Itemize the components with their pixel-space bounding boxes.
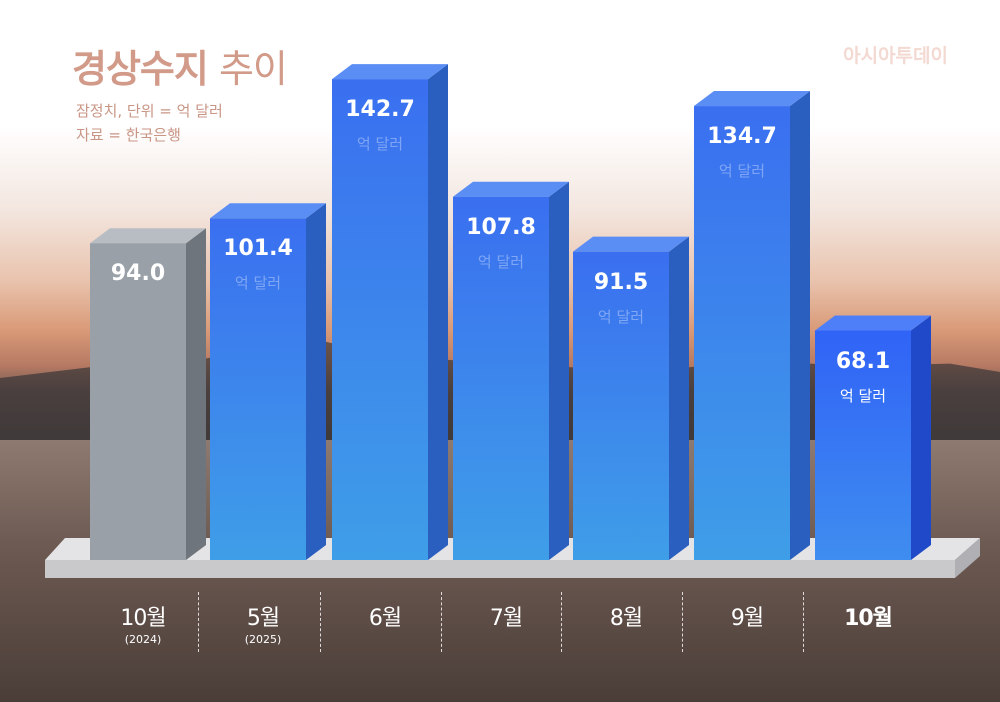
bar-5 — [694, 91, 810, 560]
x-tick-label: 5월 — [246, 606, 280, 631]
x-tick-label: 8월 — [609, 606, 643, 631]
bar-0 — [90, 228, 206, 560]
category-separator — [320, 592, 321, 652]
bar-top — [815, 315, 931, 331]
bar-side — [911, 315, 931, 560]
bar-unit-label: 억 달러 — [597, 307, 645, 326]
x-tick-label: 9월 — [730, 606, 764, 631]
note-source: 자료 = 한국은행 — [76, 126, 181, 144]
x-tick-year: (2025) — [244, 633, 282, 646]
bar-top — [694, 91, 810, 107]
x-tick-label: 10월 — [844, 606, 893, 631]
note-unit: 잠정치, 단위 = 억 달러 — [76, 102, 223, 120]
bar-value-label: 134.7 — [707, 124, 777, 150]
category-separator — [441, 592, 442, 652]
bar-side — [669, 236, 689, 560]
title-rest: 추이 — [218, 47, 288, 91]
bar-top — [453, 181, 569, 197]
bar-front — [332, 79, 428, 560]
bar-value-label: 101.4 — [223, 236, 293, 262]
bar-top — [332, 64, 448, 80]
bar-side — [306, 203, 326, 561]
bar-unit-label: 억 달러 — [477, 252, 525, 271]
bar-value-label: 107.8 — [466, 214, 536, 240]
bar-front — [210, 218, 306, 561]
chart-title: 경상수지 추이 — [72, 38, 288, 93]
bar-unit-label: 억 달러 — [356, 135, 404, 154]
category-separator — [803, 592, 804, 652]
bar-1 — [210, 203, 326, 561]
x-tick-label: 7월 — [489, 606, 523, 631]
bar-side — [790, 91, 810, 560]
bar-front — [815, 330, 911, 560]
bar-value-label: 142.7 — [345, 97, 415, 123]
bar-side — [186, 228, 206, 560]
bar-front — [90, 243, 186, 560]
bar-front — [453, 196, 549, 561]
bar-front — [573, 251, 669, 560]
bar-top — [573, 236, 689, 252]
title-bold: 경상수지 — [72, 47, 209, 91]
bar-4 — [573, 236, 689, 560]
category-separator — [198, 592, 199, 652]
bar-6 — [815, 315, 931, 560]
bar-side — [549, 181, 569, 561]
bar-side — [428, 64, 448, 560]
logo-watermark: 아시아투데이 — [843, 45, 948, 67]
x-tick-label: 6월 — [368, 606, 402, 631]
bar-top — [90, 228, 206, 244]
x-tick-label: 10월 — [120, 606, 166, 631]
category-separator — [682, 592, 683, 652]
bar-unit-label: 억 달러 — [234, 274, 282, 293]
bar-value-label: 91.5 — [593, 269, 649, 295]
bar-unit-label: 억 달러 — [718, 162, 766, 181]
category-separator — [561, 592, 562, 652]
bar-front — [694, 106, 790, 560]
bar-2 — [332, 64, 448, 560]
bar-value-label: 94.0 — [110, 261, 166, 287]
bar-unit-label: 억 달러 — [839, 386, 887, 405]
x-tick-year: (2024) — [124, 633, 162, 646]
bar-top — [210, 203, 326, 219]
bar-3 — [453, 181, 569, 561]
bar-value-label: 68.1 — [835, 348, 891, 374]
